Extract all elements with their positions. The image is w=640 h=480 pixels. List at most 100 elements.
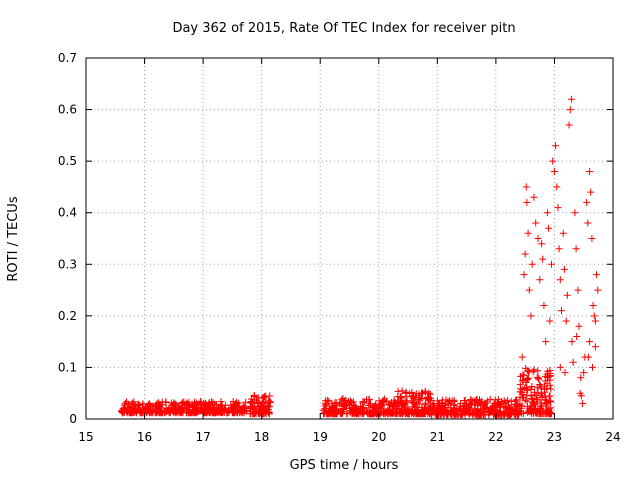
data-point (589, 363, 596, 371)
data-point (211, 400, 219, 408)
data-point (374, 405, 381, 413)
data-point (450, 401, 458, 409)
data-point (534, 367, 542, 375)
data-point (536, 394, 544, 401)
data-point (498, 398, 506, 406)
data-point (528, 260, 536, 268)
data-point (451, 401, 459, 409)
data-point (537, 399, 545, 407)
data-point (469, 411, 477, 419)
data-point (523, 397, 531, 405)
data-point (565, 121, 573, 129)
data-point (464, 405, 472, 413)
data-point (559, 229, 567, 237)
data-point (586, 168, 594, 175)
data-point (571, 209, 579, 217)
data-point (465, 399, 473, 407)
data-point (394, 387, 402, 395)
data-point (523, 198, 531, 206)
data-point (579, 400, 587, 407)
data-point (265, 396, 273, 404)
data-point (580, 369, 588, 377)
data-point (176, 409, 184, 417)
data-point (121, 399, 129, 407)
data-point (486, 395, 494, 403)
data-point (406, 390, 414, 398)
data-point (561, 369, 569, 377)
data-point (257, 404, 265, 412)
data-point (543, 209, 551, 217)
data-point (591, 343, 599, 351)
data-point (459, 402, 467, 410)
data-point (430, 400, 438, 408)
data-point (533, 373, 541, 381)
data-point (261, 393, 268, 401)
data-point (568, 338, 576, 346)
data-point (550, 168, 558, 175)
data-point (591, 317, 599, 325)
data-point (380, 407, 387, 415)
data-point (555, 245, 563, 253)
data-point (486, 409, 494, 417)
data-point (524, 374, 532, 382)
data-point (518, 389, 526, 397)
axis-ticks: 15 16 17 18 19 20 21 22 23 24 0 0.1 0.2 0.3 0.4 0.5 0.6 0… (58, 51, 621, 444)
data-point (481, 408, 489, 416)
data-point (562, 317, 570, 325)
data-point (523, 391, 531, 399)
data-point (452, 404, 460, 412)
data-point (505, 409, 513, 417)
data-point (458, 410, 466, 418)
data-point (447, 404, 455, 412)
data-point (518, 353, 526, 361)
data-point (135, 407, 143, 415)
data-point (524, 409, 532, 416)
data-point (351, 408, 359, 416)
data-point (519, 377, 527, 385)
chart-title: Day 362 of 2015, Rate Of TEC Index for r… (172, 21, 515, 36)
data-point (584, 219, 592, 227)
data-point (228, 403, 235, 411)
data-point (181, 401, 189, 409)
data-point (189, 403, 196, 411)
data-point (534, 235, 542, 242)
y-tick-label: 0.2 (58, 309, 77, 323)
data-point (340, 406, 348, 413)
data-point (400, 405, 408, 413)
data-point (322, 401, 330, 409)
data-point (546, 369, 554, 377)
data-point (251, 410, 259, 418)
data-point (548, 409, 555, 417)
data-point (583, 198, 591, 206)
data-point (266, 392, 274, 400)
data-point (232, 401, 240, 409)
data-point (574, 286, 582, 294)
data-point (421, 388, 429, 396)
data-point (586, 338, 594, 346)
data-point (593, 271, 601, 279)
data-point (253, 405, 261, 413)
x-tick-label: 23 (547, 430, 562, 444)
y-tick-label: 0.1 (58, 360, 77, 374)
data-point (520, 371, 528, 379)
data-point (537, 382, 544, 390)
data-point (536, 276, 544, 284)
data-point (158, 398, 166, 406)
y-tick-label: 0.7 (58, 51, 77, 65)
data-point (415, 395, 423, 403)
data-point (532, 408, 540, 416)
data-point (365, 408, 373, 416)
data-point (587, 188, 595, 196)
x-tick-label: 17 (195, 430, 210, 444)
data-point (422, 405, 430, 413)
data-point (530, 193, 538, 201)
data-point (556, 276, 564, 284)
data-point (130, 398, 138, 406)
data-point (543, 379, 551, 387)
data-point (240, 407, 248, 415)
data-point (217, 407, 225, 415)
data-point (332, 401, 340, 409)
data-point (567, 95, 575, 103)
data-point (461, 397, 469, 405)
data-point (329, 410, 337, 418)
